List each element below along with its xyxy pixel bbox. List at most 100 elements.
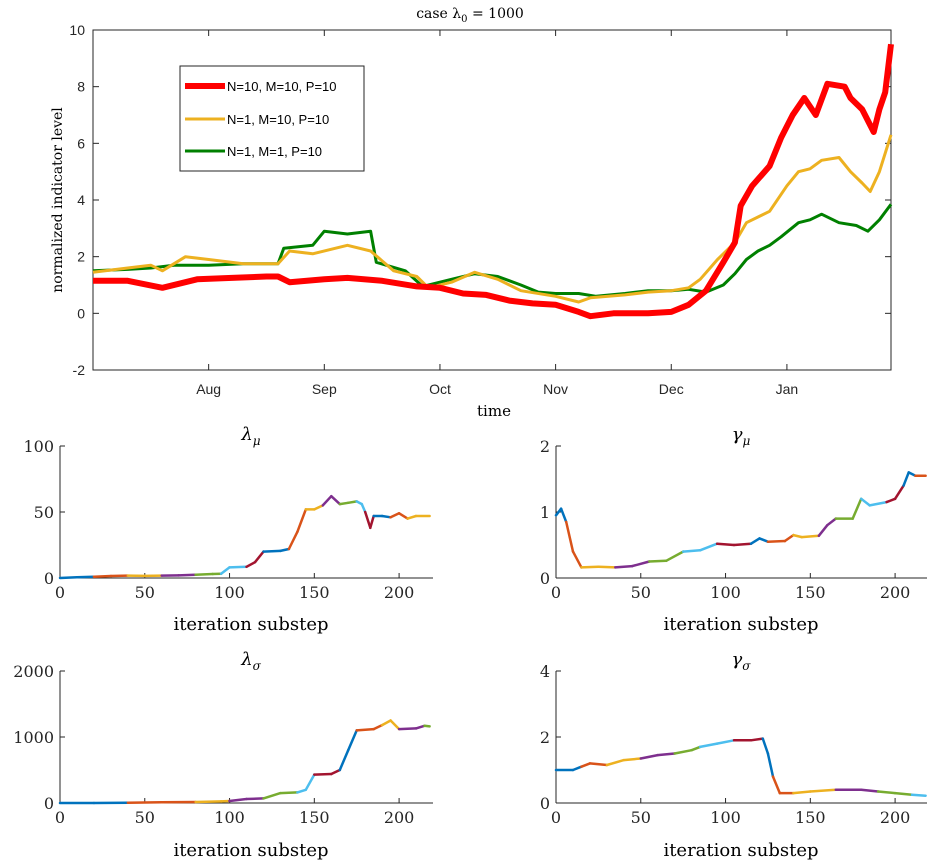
main-ytick-label: 0: [77, 305, 85, 321]
main-chart-xlabel: time: [477, 402, 511, 420]
subplot-series-segment: [868, 500, 888, 507]
subplot-xtick-label: 200: [384, 808, 415, 827]
subplot-series-segment: [681, 549, 702, 553]
subplot-xtick-label: 50: [135, 583, 155, 602]
subplot-lambda-mu-xlabel: iteration substep: [173, 614, 328, 635]
main-ytick-label: 2: [77, 249, 85, 265]
subplot-series-segment: [749, 737, 765, 742]
main-ytick-label: 10: [69, 22, 85, 38]
main-xtick-label: Aug: [196, 381, 221, 397]
subplot-series-segment: [792, 790, 812, 795]
subplot-ytick-label: 50: [34, 503, 54, 522]
subplot-series-segment: [363, 510, 372, 530]
subplot-series-segment: [809, 788, 838, 793]
subplot-series-segment: [910, 793, 927, 797]
subplot-series-segment: [262, 549, 282, 553]
subplot-ytick-label: 100: [23, 437, 54, 456]
subplot-series-segment: [262, 791, 282, 800]
subplot-ytick-label: 4: [540, 662, 550, 681]
subplot-xtick-label: 0: [55, 583, 65, 602]
subplot-series-segment: [758, 537, 770, 543]
subplot-ytick-label: 0: [540, 569, 550, 588]
subplot-xtick-label: 0: [551, 583, 561, 602]
subplot-series-segment: [75, 575, 96, 579]
subplot-series-segment: [622, 757, 643, 762]
subplot-series-segment: [279, 547, 291, 553]
subplot-series-segment: [380, 514, 392, 519]
subplot-series-segment: [360, 502, 367, 514]
subplot-series-segment: [571, 550, 583, 569]
subplot-ytick-label: 1: [540, 503, 550, 522]
subplot-xtick-label: 100: [214, 808, 245, 827]
subplot-series-segment: [279, 791, 299, 795]
subplot-series-segment: [304, 773, 316, 792]
subplot-series-segment: [614, 564, 634, 569]
subplot-ytick-label: 2000: [13, 662, 54, 681]
subplot-xtick-label: 100: [214, 583, 245, 602]
subplot-series-segment: [761, 737, 770, 755]
subplot-series-segment: [698, 542, 719, 552]
subplot-series-segment: [330, 768, 342, 776]
subplot-ytick-label: 2: [540, 437, 550, 456]
subplot-series-segment: [673, 748, 693, 755]
subplot-series-segment: [228, 565, 248, 569]
subplot-xtick-label: 150: [299, 808, 330, 827]
subplot-series-segment: [389, 719, 401, 731]
subplot-series-segment: [313, 772, 333, 776]
subplot-gamma-mu-xlabel: iteration substep: [663, 614, 818, 635]
subplot-series-segment: [826, 517, 838, 527]
main-series-line-0: [93, 43, 894, 320]
subplot-series-segment: [639, 753, 659, 760]
main-x-ticks: Aug Sep Oct Nov Dec Jan: [196, 30, 798, 397]
legend-label-0: N=10, M=10, P=10: [227, 79, 337, 94]
subplot-series-segment: [783, 533, 795, 543]
main-xtick-label: Oct: [429, 381, 451, 397]
main-xtick-label: Jan: [776, 381, 799, 397]
subplot-series-segment: [732, 542, 753, 547]
subplot-lambda-sigma-xlabel: iteration substep: [173, 840, 328, 861]
subplot-series-segment: [564, 520, 575, 553]
subplot-series-segment: [355, 727, 375, 732]
subplot-series-segment: [749, 537, 761, 545]
subplot-xtick-label: 100: [710, 808, 741, 827]
subplot-ytick-label: 0: [540, 794, 550, 813]
subplot-series-segment: [313, 504, 325, 511]
subplot-series-segment: [228, 797, 248, 803]
subplot-xtick-label: 0: [55, 808, 65, 827]
main-ytick-label: 6: [77, 135, 85, 151]
subplot-series-segment: [715, 542, 736, 547]
subplot-series-segment: [194, 800, 223, 804]
subplot-series-segment: [397, 727, 418, 731]
subplot-series-segment: [287, 530, 299, 551]
subplot-series-segment: [177, 573, 197, 577]
subplot-xtick-label: 200: [880, 808, 911, 827]
subplot-lambda-sigma-title: λσ: [240, 649, 261, 673]
subplot-series-segment: [369, 514, 375, 530]
subplot-series-segment: [588, 762, 609, 767]
subplot-series-segment: [219, 566, 231, 576]
main-series-line-2: [92, 203, 893, 298]
subplot-series-segment: [605, 758, 626, 767]
subplot-gamma-mu: γμ iteration substep 0 1 2 0 50 100 150 200: [540, 424, 927, 635]
subplot-series-segment: [346, 729, 358, 752]
main-xtick-label: Nov: [543, 381, 568, 397]
subplot-series-segment: [338, 501, 350, 506]
subplot-xtick-label: 150: [795, 808, 826, 827]
subplot-series-segment: [859, 497, 871, 507]
subplot-series-segment: [346, 500, 358, 505]
main-chart-title: case λ0 = 1000: [416, 6, 524, 25]
subplot-series-segment: [414, 724, 426, 730]
subplot-gamma-sigma: γσ iteration substep 0 2 4 0 50 100 150 200: [540, 649, 927, 861]
subplot-series-segment: [296, 788, 308, 794]
subplot-series-segment: [698, 742, 719, 749]
subplot-series-segment: [800, 534, 821, 539]
legend: N=10, M=10, P=10 N=1, M=10, P=10 N=1, M=…: [179, 65, 365, 172]
legend-label-1: N=1, M=10, P=10: [227, 112, 329, 127]
main-ytick-label: 8: [77, 79, 85, 95]
subplot-series-segment: [664, 550, 685, 563]
subplot-lambda-mu-title: λμ: [240, 424, 260, 448]
subplot-xtick-label: 200: [880, 583, 911, 602]
subplot-series-segment: [406, 514, 418, 520]
subplot-series-segment: [631, 560, 651, 568]
subplot-series-segment: [253, 550, 265, 564]
